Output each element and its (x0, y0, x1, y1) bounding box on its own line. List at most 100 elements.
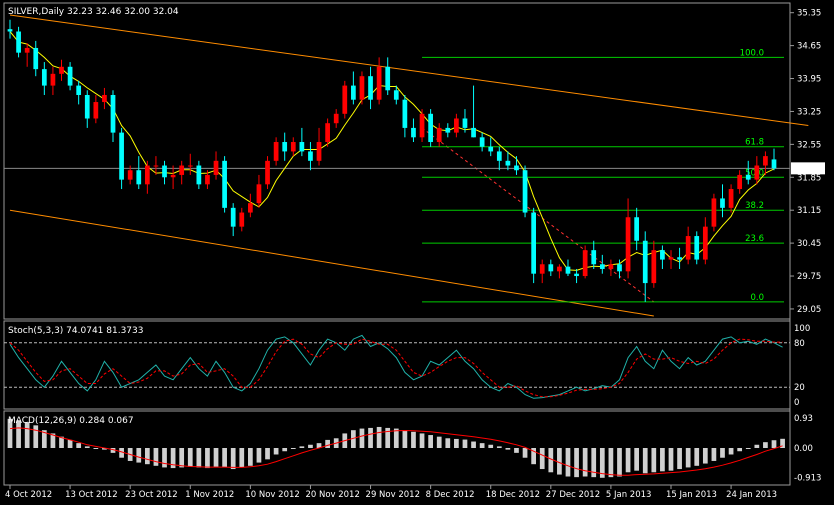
candle-body (351, 85, 356, 100)
macd-histogram-bar (93, 448, 99, 449)
date-tick-label: 18 Dec 2012 (486, 490, 540, 500)
macd-histogram-bar (265, 448, 270, 460)
candle-body (574, 273, 579, 277)
macd-histogram-bar (531, 448, 537, 465)
candle-body (428, 113, 433, 143)
macd-histogram-bar (668, 448, 674, 471)
macd-histogram-bar (737, 448, 743, 452)
macd-histogram-bar (711, 448, 717, 461)
last-price-box (791, 162, 825, 175)
macd-histogram-bar (110, 448, 116, 453)
macd-tick-label: -0.913 (794, 474, 821, 484)
macd-histogram-bar (428, 435, 433, 448)
candle-body (479, 137, 485, 147)
price-tick-label: 33.25 (797, 107, 821, 117)
macd-histogram-bar (170, 448, 176, 469)
date-tick-label: 24 Jan 2013 (726, 490, 777, 500)
macd-histogram-bar (780, 438, 785, 448)
date-tick-label: 23 Oct 2012 (125, 490, 178, 500)
candle-body (557, 266, 562, 272)
candle-body (608, 264, 614, 269)
price-tick-label: 30.45 (797, 239, 821, 249)
candle-body (393, 90, 399, 100)
macd-histogram-bar (617, 448, 622, 477)
candle-body (522, 170, 528, 213)
candle-body (33, 47, 39, 70)
candle-body (239, 212, 245, 227)
macd-histogram-bar (213, 448, 219, 467)
stoch-tick-label: 20 (794, 383, 805, 393)
candle-body (110, 94, 116, 133)
macd-histogram-bar (290, 448, 296, 449)
candle-body (634, 217, 640, 241)
macd-histogram-bar (230, 448, 236, 470)
candle-body (737, 174, 743, 190)
macd-histogram-bar (222, 448, 227, 468)
candle-body (325, 123, 330, 143)
macd-histogram-bar (351, 430, 356, 448)
macd-pane: 0.93 0.00 -0.913 (7, 414, 821, 484)
macd-histogram-bar (368, 427, 373, 448)
date-tick-label: 5 Jan 2013 (606, 490, 652, 500)
macd-histogram-bar (642, 448, 648, 474)
macd-histogram-bar (239, 448, 245, 468)
candle-body (205, 174, 210, 185)
macd-histogram-bar (496, 446, 502, 448)
macd-histogram-bar (411, 431, 416, 448)
candle-body (539, 264, 545, 274)
candle-body (660, 250, 665, 260)
macd-histogram-bar (745, 448, 751, 449)
stoch-main-line (9, 334, 783, 399)
stoch-signal-line (9, 338, 783, 398)
candle-body (196, 165, 202, 185)
stoch-tick-label: 100 (794, 324, 810, 334)
candle-body (84, 94, 90, 119)
channel-trendline (9, 209, 654, 317)
price-tick-label: 34.65 (797, 42, 821, 52)
macd-histogram-bar (273, 448, 279, 455)
candle-body (265, 160, 270, 185)
candle-body (402, 99, 408, 128)
macd-histogram-bar (84, 446, 90, 448)
candle-body (385, 66, 391, 91)
macd-histogram-bar (694, 448, 700, 466)
macd-histogram-bar (565, 448, 571, 477)
candle-body (170, 174, 176, 178)
price-tick-label: 33.95 (797, 75, 821, 85)
candle-body (102, 94, 107, 103)
macd-histogram-bar (179, 448, 185, 468)
candle-body (685, 236, 691, 260)
x-axis: 4 Oct 2012 13 Oct 2012 23 Oct 2012 1 Nov 20… (5, 485, 777, 500)
price-tick-label: 35.35 (797, 9, 821, 19)
candle-body (316, 142, 322, 161)
candle-body (93, 102, 99, 119)
candle-body (67, 66, 73, 86)
date-tick-label: 29 Nov 2012 (366, 490, 420, 500)
macd-histogram-bar (720, 448, 725, 458)
last-price-label: 32.04 (794, 165, 818, 175)
candle-body (642, 240, 648, 284)
macd-histogram-bar (187, 448, 193, 467)
price-tick-label: 31.85 (797, 173, 821, 183)
macd-histogram-bar (59, 436, 64, 448)
macd-histogram-bar (488, 444, 494, 448)
candle-body (308, 151, 313, 161)
candle-body (711, 198, 717, 227)
candle-body (376, 66, 382, 100)
candle-body (7, 29, 13, 32)
macd-tick-label: 0.93 (794, 414, 813, 424)
macd-histogram-bar (574, 448, 579, 478)
macd-histogram-bar (308, 444, 313, 448)
candle-body (247, 203, 253, 213)
candle-body (333, 113, 339, 124)
candle-body (299, 142, 305, 152)
macd-histogram-bar (548, 448, 554, 473)
candle-body (342, 85, 348, 114)
macd-histogram-bar (660, 448, 665, 472)
macd-histogram-bar (33, 425, 39, 448)
candle-body (359, 76, 365, 100)
candle-body (179, 165, 185, 175)
candle-body (290, 142, 296, 152)
macd-histogram-bar (462, 439, 468, 448)
